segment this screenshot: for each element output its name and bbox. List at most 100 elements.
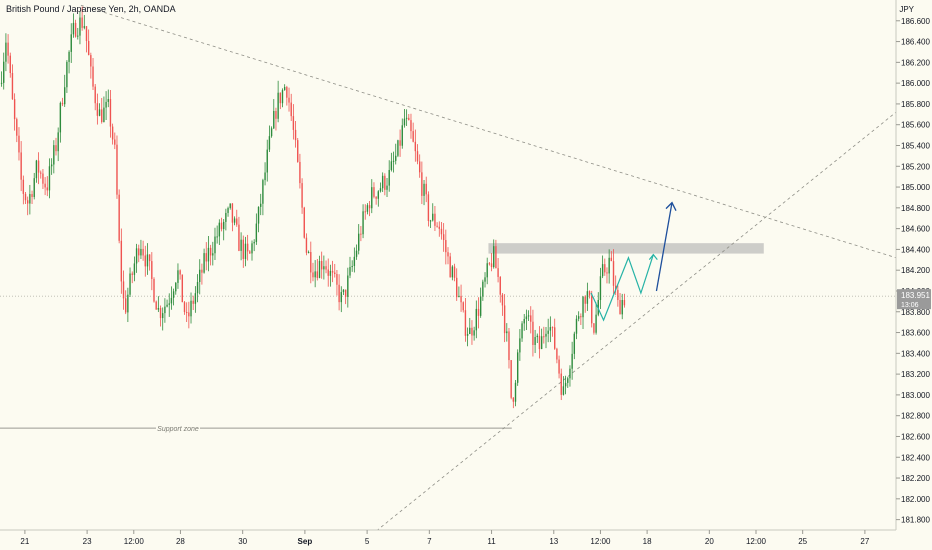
candle-body (556, 348, 558, 360)
candle-body (621, 300, 623, 315)
candle-body (218, 222, 221, 237)
candle-body (96, 103, 99, 116)
candle-body (580, 316, 582, 318)
candle-body (366, 205, 369, 212)
price-tick-label: 183.400 (901, 349, 930, 358)
candle-body (11, 73, 14, 100)
price-tick-label: 183.800 (901, 308, 930, 317)
candle-body (294, 129, 297, 141)
candle-body (547, 330, 549, 334)
price-tick-label: 185.600 (901, 121, 930, 130)
candle-body (146, 254, 149, 267)
candle-body (530, 315, 532, 322)
candle-body (153, 278, 155, 302)
candle-body (124, 298, 127, 313)
candle-body (246, 243, 249, 252)
candle-body (471, 327, 473, 336)
candle-body (403, 118, 406, 126)
candle-body (192, 300, 194, 304)
candle-body (196, 282, 199, 294)
candle-body (310, 252, 312, 273)
candle-body (440, 228, 443, 235)
candle-body (608, 257, 610, 274)
candle-body (48, 166, 51, 191)
price-tick-label: 181.800 (901, 516, 930, 525)
candles-layer (0, 6, 626, 409)
candle-body (151, 261, 153, 279)
candle-body (599, 276, 602, 300)
candle-body (373, 187, 375, 197)
candle-body (484, 277, 486, 282)
candle-body (601, 264, 604, 277)
price-tick-label: 186.400 (901, 38, 930, 47)
candle-body (105, 101, 107, 108)
candle-body (395, 155, 397, 161)
candle-body (414, 141, 417, 152)
candle-body (90, 55, 92, 67)
candle-body (514, 382, 517, 402)
candle-body (499, 276, 501, 295)
candle-body (214, 236, 216, 254)
candle-body (342, 289, 345, 293)
candle-body (255, 223, 258, 242)
candle-body (340, 292, 342, 303)
candle-body (469, 327, 471, 335)
candle-body (238, 224, 240, 251)
candle-body (473, 330, 475, 336)
candle-body (364, 211, 366, 213)
candle-body (251, 243, 253, 254)
candle-body (103, 107, 105, 123)
time-axis: 21 23 12:00 28 30 Sep 5 7 11 13 12:00 18 20 12:00 25 27 (0, 529, 932, 550)
candle-body (569, 368, 571, 379)
candle-body (162, 313, 164, 319)
candle-body (503, 305, 506, 334)
candle-body (355, 250, 358, 257)
candle-body (512, 397, 515, 402)
candle-body (209, 247, 212, 256)
price-axis-bg (896, 0, 932, 550)
candle-body (303, 207, 305, 238)
candle-body (573, 333, 576, 354)
candle-body (66, 61, 68, 88)
price-tick-label: 184.200 (901, 266, 930, 275)
candle-body (64, 87, 66, 105)
candle-body (144, 255, 146, 267)
candle-body (523, 319, 525, 324)
candle-body (199, 269, 201, 283)
candle-body (190, 300, 192, 317)
time-tick-label: 20 (705, 537, 714, 546)
candle-body (423, 183, 425, 196)
last-price-value: 183.951 (901, 291, 930, 300)
price-tick-label: 185.200 (901, 162, 930, 171)
candle-body (338, 284, 340, 303)
candle-body (166, 304, 168, 307)
candle-body (142, 248, 144, 256)
candle-body (397, 140, 399, 156)
price-tick-label: 183.200 (901, 370, 930, 379)
candle-body (501, 294, 504, 306)
candle-body (253, 241, 255, 244)
candle-body (260, 203, 262, 207)
price-tick-label: 183.000 (901, 391, 930, 400)
candle-body (13, 99, 16, 120)
candle-body (83, 26, 86, 28)
candle-body (155, 301, 157, 310)
candle-body (44, 183, 46, 188)
candle-body (519, 338, 521, 353)
candle-body (353, 256, 356, 266)
candle-body (425, 183, 427, 195)
candle-body (299, 161, 301, 184)
projection-path-blue (655, 202, 673, 292)
time-tick-label: 18 (643, 537, 652, 546)
candle-body (427, 194, 430, 221)
candle-body (610, 257, 613, 262)
candle-body (220, 222, 223, 230)
candle-body (270, 128, 273, 137)
candle-body (497, 268, 499, 277)
time-tick-label: 25 (798, 537, 807, 546)
candle-body (50, 164, 53, 167)
candle-body (534, 337, 536, 345)
price-tick-label: 186.000 (901, 79, 930, 88)
